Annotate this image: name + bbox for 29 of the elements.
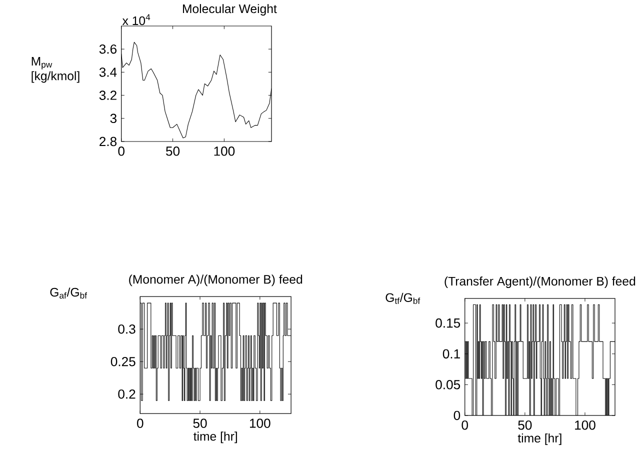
y-tick-label: 0.2 <box>118 389 136 399</box>
chart-title: (Monomer A)/(Monomer B) feed <box>129 274 302 286</box>
text: x 10$^{4}$ <box>122 14 150 26</box>
x-axis-title: time [hr] <box>518 433 562 445</box>
y-tick-label: 2.8 <box>100 136 117 146</box>
y-tick-label: 0.3 <box>118 324 136 334</box>
y-tick-label: 0.1 <box>442 349 460 358</box>
x-tick-label: 100 <box>575 420 596 430</box>
y-axis-title: G$_{af}$/G$_{bf}$ <box>50 288 88 299</box>
y-tick-label: 3.2 <box>99 90 116 100</box>
x-tick-label: 100 <box>214 146 235 156</box>
x-tick-label: 0 <box>137 418 144 428</box>
x-tick-label: 0 <box>462 420 468 430</box>
x-tick-label: 50 <box>166 146 180 156</box>
y-tick-label: 0.05 <box>436 380 460 390</box>
y-tick-label: 3.6 <box>99 44 117 54</box>
x-axis-title: time [hr] <box>194 432 237 444</box>
chart-title: Molecular Weight <box>183 4 277 16</box>
x-tick-label: 100 <box>250 418 270 428</box>
x-tick-label: 50 <box>518 420 532 430</box>
y-tick-label: 0 <box>454 410 460 420</box>
y-axis-title: M$_{pw}$ [kg/kmol] <box>32 57 80 83</box>
y-tick-label: 3 <box>110 114 117 123</box>
y-tick-label: 3.4 <box>99 68 117 77</box>
y-axis-title: G$_{tf}$/G$_{bf}$ <box>386 292 420 304</box>
y-tick-label: 0.25 <box>110 356 136 366</box>
chart-title: (Transfer Agent)/(Monomer B) feed <box>444 276 636 288</box>
y-tick-label: 0.15 <box>436 318 460 328</box>
x-tick-label: 50 <box>193 418 207 428</box>
